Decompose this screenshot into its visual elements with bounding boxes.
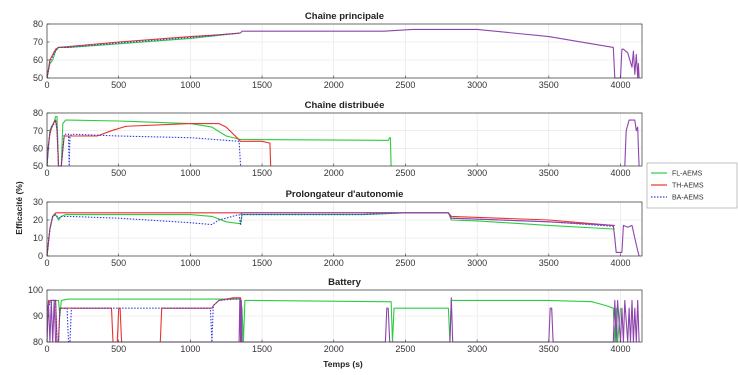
y-tick-label: 50 [33, 73, 43, 83]
x-tick-label: 500 [111, 344, 126, 354]
y-tick-label: 100 [28, 285, 43, 295]
x-tick-label: 500 [111, 80, 126, 90]
x-tick-label: 2000 [324, 344, 344, 354]
y-tick-label: 10 [33, 233, 43, 243]
y-tick-label: 50 [33, 161, 43, 171]
y-tick-label: 0 [38, 251, 43, 261]
x-tick-label: 4000 [610, 258, 630, 268]
subplot-group: 0 500 1000 1500 2000 2500 3000 3500 400050607080… [28, 11, 643, 354]
series-line-fl-aems [47, 212, 615, 257]
x-tick-label: 0 [44, 80, 49, 90]
axis-frame [46, 112, 643, 167]
x-tick-label: 3500 [539, 258, 559, 268]
legend-label-ba-aems: BA-AEMS [672, 195, 704, 202]
y-tick-label: 30 [33, 197, 43, 207]
series-line-combined [240, 212, 640, 257]
plot-background [47, 24, 642, 78]
x-tick-label: 4000 [610, 80, 630, 90]
x-tick-label: 3500 [539, 80, 559, 90]
x-tick-label: 500 [111, 168, 126, 178]
y-tick-label: 20 [33, 215, 43, 225]
x-tick-label: 3500 [539, 344, 559, 354]
series-line-combined [240, 28, 640, 79]
x-tick-label: 0 [44, 344, 49, 354]
series-line-combined [624, 119, 640, 167]
y-tick-label: 70 [33, 126, 43, 136]
y-tick-label: 60 [33, 144, 43, 154]
y-tick-label: 60 [33, 55, 43, 65]
x-tick-label: 1500 [252, 344, 272, 354]
legend: FL-AEMS TH-AEMS BA-AEMS [646, 162, 738, 209]
x-tick-label: 4000 [610, 344, 630, 354]
subplot-chaine-distribuee: 0 500 1000 1500 2000 2500 3000 3500 4000 50 60 70 80… [33, 100, 643, 178]
y-tick-label: 80 [33, 19, 43, 29]
subplot-prolongateur-d-autonomie: 0 500 1000 1500 2000 2500 3000 3500 4000 0 10 20 30 P… [33, 189, 643, 268]
y-axis-label: Efficacité (%) [14, 181, 24, 235]
x-tick-label: 1500 [252, 168, 272, 178]
plot-background [47, 202, 642, 256]
subplot-chaine-principale: 0 500 1000 1500 2000 2500 3000 3500 4000 50 60 70 80… [33, 11, 643, 90]
y-tick-label: 70 [33, 37, 43, 47]
panel-title: Battery [328, 277, 361, 288]
x-tick-label: 1000 [180, 258, 200, 268]
y-tick-label: 80 [33, 108, 43, 118]
x-tick-label: 3000 [467, 258, 487, 268]
series-line-th-aems [47, 119, 272, 167]
x-tick-label: 3500 [539, 168, 559, 178]
series-line-ba-aems [47, 32, 241, 79]
x-tick-label: 1500 [252, 258, 272, 268]
y-tick-label: 80 [33, 337, 43, 347]
plot-background [47, 113, 642, 166]
panel-title: Chaîne principale [305, 11, 384, 22]
series-line-ba-aems [47, 298, 242, 343]
x-tick-label: 0 [44, 168, 49, 178]
x-tick-label: 1000 [180, 80, 200, 90]
x-tick-label: 2500 [395, 80, 415, 90]
x-tick-label: 2000 [324, 80, 344, 90]
series-line-th-aems [47, 212, 615, 257]
x-tick-label: 2500 [395, 168, 415, 178]
subplot-battery: 0 500 1000 1500 2000 2500 3000 3500 4000 80 90 100 B… [28, 277, 643, 354]
x-tick-label: 2500 [395, 344, 415, 354]
panel-title: Chaîne distribuée [305, 100, 385, 111]
x-tick-label: 3000 [467, 80, 487, 90]
x-tick-label: 1000 [180, 344, 200, 354]
x-tick-label: 4000 [610, 168, 630, 178]
y-tick-label: 90 [33, 311, 43, 321]
panel-title: Prolongateur d'autonomie [286, 189, 404, 200]
x-tick-label: 1000 [180, 168, 200, 178]
axis-frame [46, 23, 643, 79]
x-tick-label: 2000 [324, 258, 344, 268]
x-axis-label: Temps (s) [323, 359, 363, 369]
legend-label-th-aems: TH-AEMS [672, 183, 704, 190]
x-tick-label: 0 [44, 258, 49, 268]
legend-label-fl-aems: FL-AEMS [672, 171, 703, 178]
x-tick-label: 500 [111, 258, 126, 268]
series-line-fl-aems [47, 298, 622, 343]
x-tick-label: 2500 [395, 258, 415, 268]
axis-frame [46, 201, 643, 257]
series-line-ba-aems [47, 119, 242, 167]
x-tick-label: 3000 [467, 344, 487, 354]
x-tick-label: 1500 [252, 80, 272, 90]
x-tick-label: 2000 [324, 168, 344, 178]
x-tick-label: 3000 [467, 168, 487, 178]
